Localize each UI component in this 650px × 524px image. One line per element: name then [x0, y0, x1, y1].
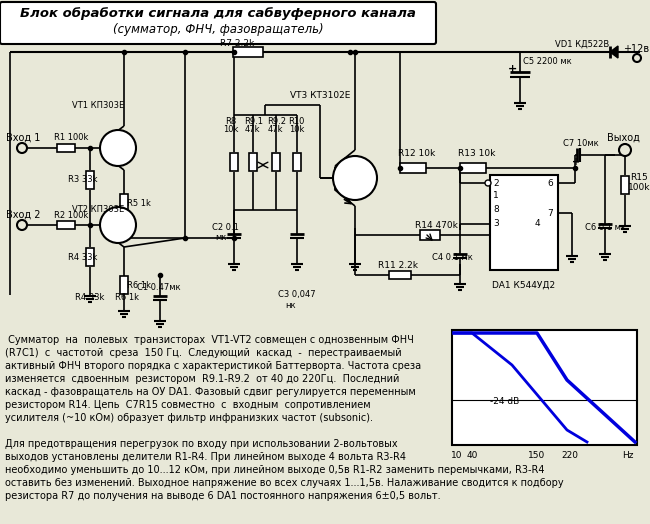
Text: выходов установлены делители R1-R4. При линейном выходе 4 вольта R3-R4: выходов установлены делители R1-R4. При … [5, 452, 406, 462]
Text: R10: R10 [288, 117, 304, 126]
Text: R12 10k: R12 10k [398, 149, 436, 158]
Text: изменяется  сдвоенным  резистором  R9.1-R9.2  от 40 до 220Гц.  Последний: изменяется сдвоенным резистором R9.1-R9.… [5, 374, 399, 384]
Text: C7 10мк: C7 10мк [563, 139, 599, 148]
Text: 10k: 10k [289, 126, 304, 135]
Bar [249, 153, 257, 171]
Bar [490, 175, 558, 270]
Text: R2 100k: R2 100k [54, 211, 88, 220]
Text: +: + [508, 64, 517, 74]
Text: Вход 2: Вход 2 [6, 210, 40, 220]
Text: 10k: 10k [223, 126, 239, 135]
Text: R9.1: R9.1 [244, 117, 263, 126]
Text: R6 1k: R6 1k [127, 280, 151, 289]
Text: R5 1k: R5 1k [127, 199, 151, 208]
Text: каскад - фазовращатель на ОУ DA1. Фазовый сдвиг регулируется переменным: каскад - фазовращатель на ОУ DA1. Фазовы… [5, 387, 416, 397]
Text: R4 33k: R4 33k [68, 253, 98, 261]
Text: резистора R7 до получения на выводе 6 DA1 постоянного напряжения 6±0,5 вольт.: резистора R7 до получения на выводе 6 DA… [5, 491, 441, 501]
Text: 47k: 47k [268, 126, 283, 135]
Text: +: + [572, 157, 580, 167]
Text: 10: 10 [451, 451, 463, 460]
Text: R3 33k: R3 33k [68, 176, 98, 184]
Bar [86, 171, 94, 189]
Text: R9.2: R9.2 [267, 117, 286, 126]
Text: C1 0.47мк: C1 0.47мк [137, 282, 181, 291]
Text: Для предотвращения перегрузок по входу при использовании 2-вольтовых: Для предотвращения перегрузок по входу п… [5, 439, 398, 449]
Text: 100k: 100k [628, 183, 650, 192]
Circle shape [485, 180, 491, 186]
Bar [452, 330, 637, 445]
Text: С3 0,047: С3 0,047 [278, 290, 316, 300]
Text: 3: 3 [493, 220, 499, 228]
Bar [400, 163, 426, 173]
Bar [57, 221, 75, 229]
Bar [460, 163, 486, 173]
Circle shape [333, 156, 377, 200]
Text: оставить без изменений. Выходное напряжение во всех случаях 1...1,5в. Налаживани: оставить без изменений. Выходное напряже… [5, 478, 564, 488]
Bar [120, 276, 128, 294]
FancyBboxPatch shape [0, 2, 436, 44]
Text: R15: R15 [630, 173, 648, 182]
Bar [230, 153, 238, 171]
Text: необходимо уменьшить до 10...12 кОм, при линейном выходе 0,5в R1-R2 заменить пер: необходимо уменьшить до 10...12 кОм, при… [5, 465, 545, 475]
Text: (сумматор, ФНЧ, фазовращатель): (сумматор, ФНЧ, фазовращатель) [112, 23, 323, 36]
Text: C2 0.1: C2 0.1 [212, 224, 239, 233]
Text: 40: 40 [466, 451, 478, 460]
Text: Hz: Hz [623, 451, 634, 460]
Text: VT2 КП303Е: VT2 КП303Е [72, 205, 124, 214]
Text: 6: 6 [547, 179, 552, 188]
Circle shape [17, 143, 27, 153]
Bar [233, 47, 263, 57]
Bar [272, 153, 280, 171]
Text: Вход 1: Вход 1 [6, 133, 40, 143]
Bar [86, 248, 94, 266]
Text: R4 33k: R4 33k [75, 293, 105, 302]
Circle shape [619, 144, 631, 156]
Text: 4: 4 [535, 220, 541, 228]
Text: R13 10k: R13 10k [458, 149, 495, 158]
Text: R8: R8 [225, 117, 236, 126]
Text: усилителя (~10 кОм) образует фильтр инфранизких частот (subsonic).: усилителя (~10 кОм) образует фильтр инфр… [5, 413, 373, 423]
Text: R11 2.2k: R11 2.2k [378, 260, 418, 269]
Circle shape [100, 207, 136, 243]
Bar [389, 271, 411, 279]
Text: 1: 1 [493, 191, 499, 201]
Text: Блок обработки сигнала для сабвуферного канала: Блок обработки сигнала для сабвуферного … [20, 7, 416, 20]
Text: R14 470k: R14 470k [415, 221, 458, 230]
Bar [57, 144, 75, 152]
Bar [293, 153, 301, 171]
Text: 150: 150 [528, 451, 545, 460]
Circle shape [17, 220, 27, 230]
Text: +12в: +12в [623, 44, 649, 54]
Text: активный ФНЧ второго порядка с характеристикой Баттерворта. Частота среза: активный ФНЧ второго порядка с характери… [5, 361, 421, 371]
Text: VT3 КТ3102Е: VT3 КТ3102Е [290, 91, 350, 100]
Text: Сумматор  на  полевых  транзисторах  VT1-VT2 совмещен с однозвенным ФНЧ: Сумматор на полевых транзисторах VT1-VT2… [5, 335, 414, 345]
Polygon shape [610, 46, 618, 58]
Text: 47k: 47k [245, 126, 261, 135]
Bar [621, 176, 629, 194]
Text: VT1 КП303Е: VT1 КП303Е [72, 101, 124, 110]
Text: нк: нк [285, 300, 296, 310]
Text: VD1 КД522В: VD1 КД522В [555, 39, 609, 49]
Bar [120, 194, 128, 212]
Text: (R7C1)  с  частотой  среза  150 Гц.  Следующий  каскад  -  перестраиваемый: (R7C1) с частотой среза 150 Гц. Следующи… [5, 348, 402, 358]
Text: 7: 7 [547, 209, 552, 217]
Text: 2: 2 [493, 179, 499, 188]
Text: R1 100k: R1 100k [54, 134, 88, 143]
Text: 8: 8 [493, 205, 499, 214]
Text: R7 2.2k: R7 2.2k [220, 38, 254, 48]
Text: DA1 К544УД2: DA1 К544УД2 [492, 280, 555, 289]
Text: резистором R14. Цепь  C7R15 совместно  с  входным  сопротивлением: резистором R14. Цепь C7R15 совместно с в… [5, 400, 370, 410]
Text: 220: 220 [562, 451, 578, 460]
Text: Выход: Выход [607, 133, 640, 143]
Bar [420, 230, 440, 240]
Text: мк: мк [215, 234, 226, 243]
Circle shape [100, 130, 136, 166]
Text: C6 0.1 мк: C6 0.1 мк [585, 224, 626, 233]
Text: C4 0.1 мк: C4 0.1 мк [432, 254, 473, 263]
Circle shape [633, 54, 641, 62]
Text: C5 2200 мк: C5 2200 мк [523, 58, 572, 67]
Text: -24 dB: -24 dB [490, 398, 519, 407]
Text: R6 1k: R6 1k [115, 293, 139, 302]
